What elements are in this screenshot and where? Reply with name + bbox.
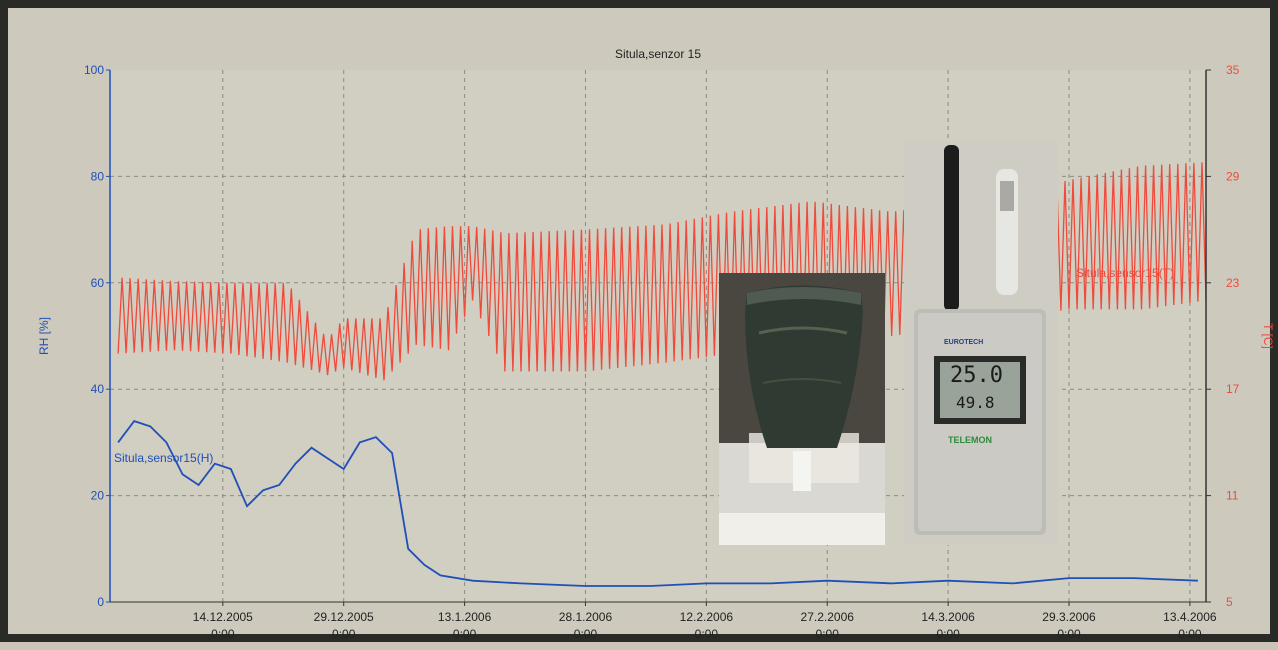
sensor-brand-label: EUROTECH (944, 339, 984, 346)
x-tick-date-label: 29.12.2005 (314, 610, 374, 624)
x-tick-date-label: 14.12.2005 (193, 610, 253, 624)
y-tick-label: 0 (97, 595, 104, 609)
x-tick-time-label: 0:00 (211, 627, 235, 641)
y2-tick-label: 11 (1226, 489, 1239, 503)
x-tick-date-label: 29.3.2006 (1042, 610, 1096, 624)
x-tick-time-label: 0:00 (936, 627, 960, 641)
tick-layer: 100 80 60 40 20 0 35 29 23 17 11 5 14.12.2005 0:00 29.… (84, 63, 1240, 641)
series-label-temperature: Situla,sensor15(T) (1076, 266, 1174, 280)
sensor-photo: EUROTECH 25.0 49.8 TELEMON (904, 141, 1058, 545)
chart-svg: 100 80 60 40 20 0 35 29 23 17 11 5 14.12.2005 0:00 29.… (37, 47, 1275, 641)
x-tick-time-label: 0:00 (1178, 627, 1202, 641)
y2-tick-label: 5 (1226, 595, 1233, 609)
humidity-sensor-icon (904, 141, 1058, 545)
y-tick-label: 20 (91, 489, 105, 503)
y2-tick-label: 17 (1226, 382, 1240, 396)
situla-photo (719, 273, 885, 545)
sensor-model-label: TELEMON (948, 435, 992, 445)
y2-tick-label: 29 (1226, 169, 1240, 183)
x-tick-time-label: 0:00 (816, 627, 840, 641)
situla-vessel-icon (719, 273, 885, 545)
humidity-series-line (117, 420, 1198, 587)
y2-axis-label: T [C] (1261, 323, 1275, 349)
y-tick-label: 40 (91, 382, 105, 396)
y-axis-label: RH [%] (37, 317, 51, 355)
x-tick-time-label: 0:00 (1057, 627, 1081, 641)
sensor-display-top: 25.0 (950, 363, 1003, 388)
y-tick-label: 100 (84, 63, 104, 77)
x-tick-date-label: 14.3.2006 (921, 610, 975, 624)
x-tick-date-label: 13.1.2006 (438, 610, 492, 624)
x-tick-time-label: 0:00 (453, 627, 477, 641)
y2-tick-label: 35 (1226, 63, 1240, 77)
x-tick-date-label: 28.1.2006 (559, 610, 613, 624)
sensor-display-bottom: 49.8 (956, 393, 995, 412)
series-label-humidity: Situla,sensor15(H) (114, 451, 213, 465)
x-tick-time-label: 0:00 (574, 627, 598, 641)
chart-title: Situla,senzor 15 (615, 47, 701, 61)
y-tick-label: 80 (91, 169, 105, 183)
y-tick-label: 60 (91, 276, 105, 290)
x-tick-time-label: 0:00 (332, 627, 356, 641)
x-tick-date-label: 12.2.2006 (680, 610, 734, 624)
x-tick-date-label: 27.2.2006 (801, 610, 855, 624)
y2-tick-label: 23 (1226, 276, 1240, 290)
x-tick-time-label: 0:00 (695, 627, 719, 641)
x-tick-date-label: 13.4.2006 (1163, 610, 1217, 624)
